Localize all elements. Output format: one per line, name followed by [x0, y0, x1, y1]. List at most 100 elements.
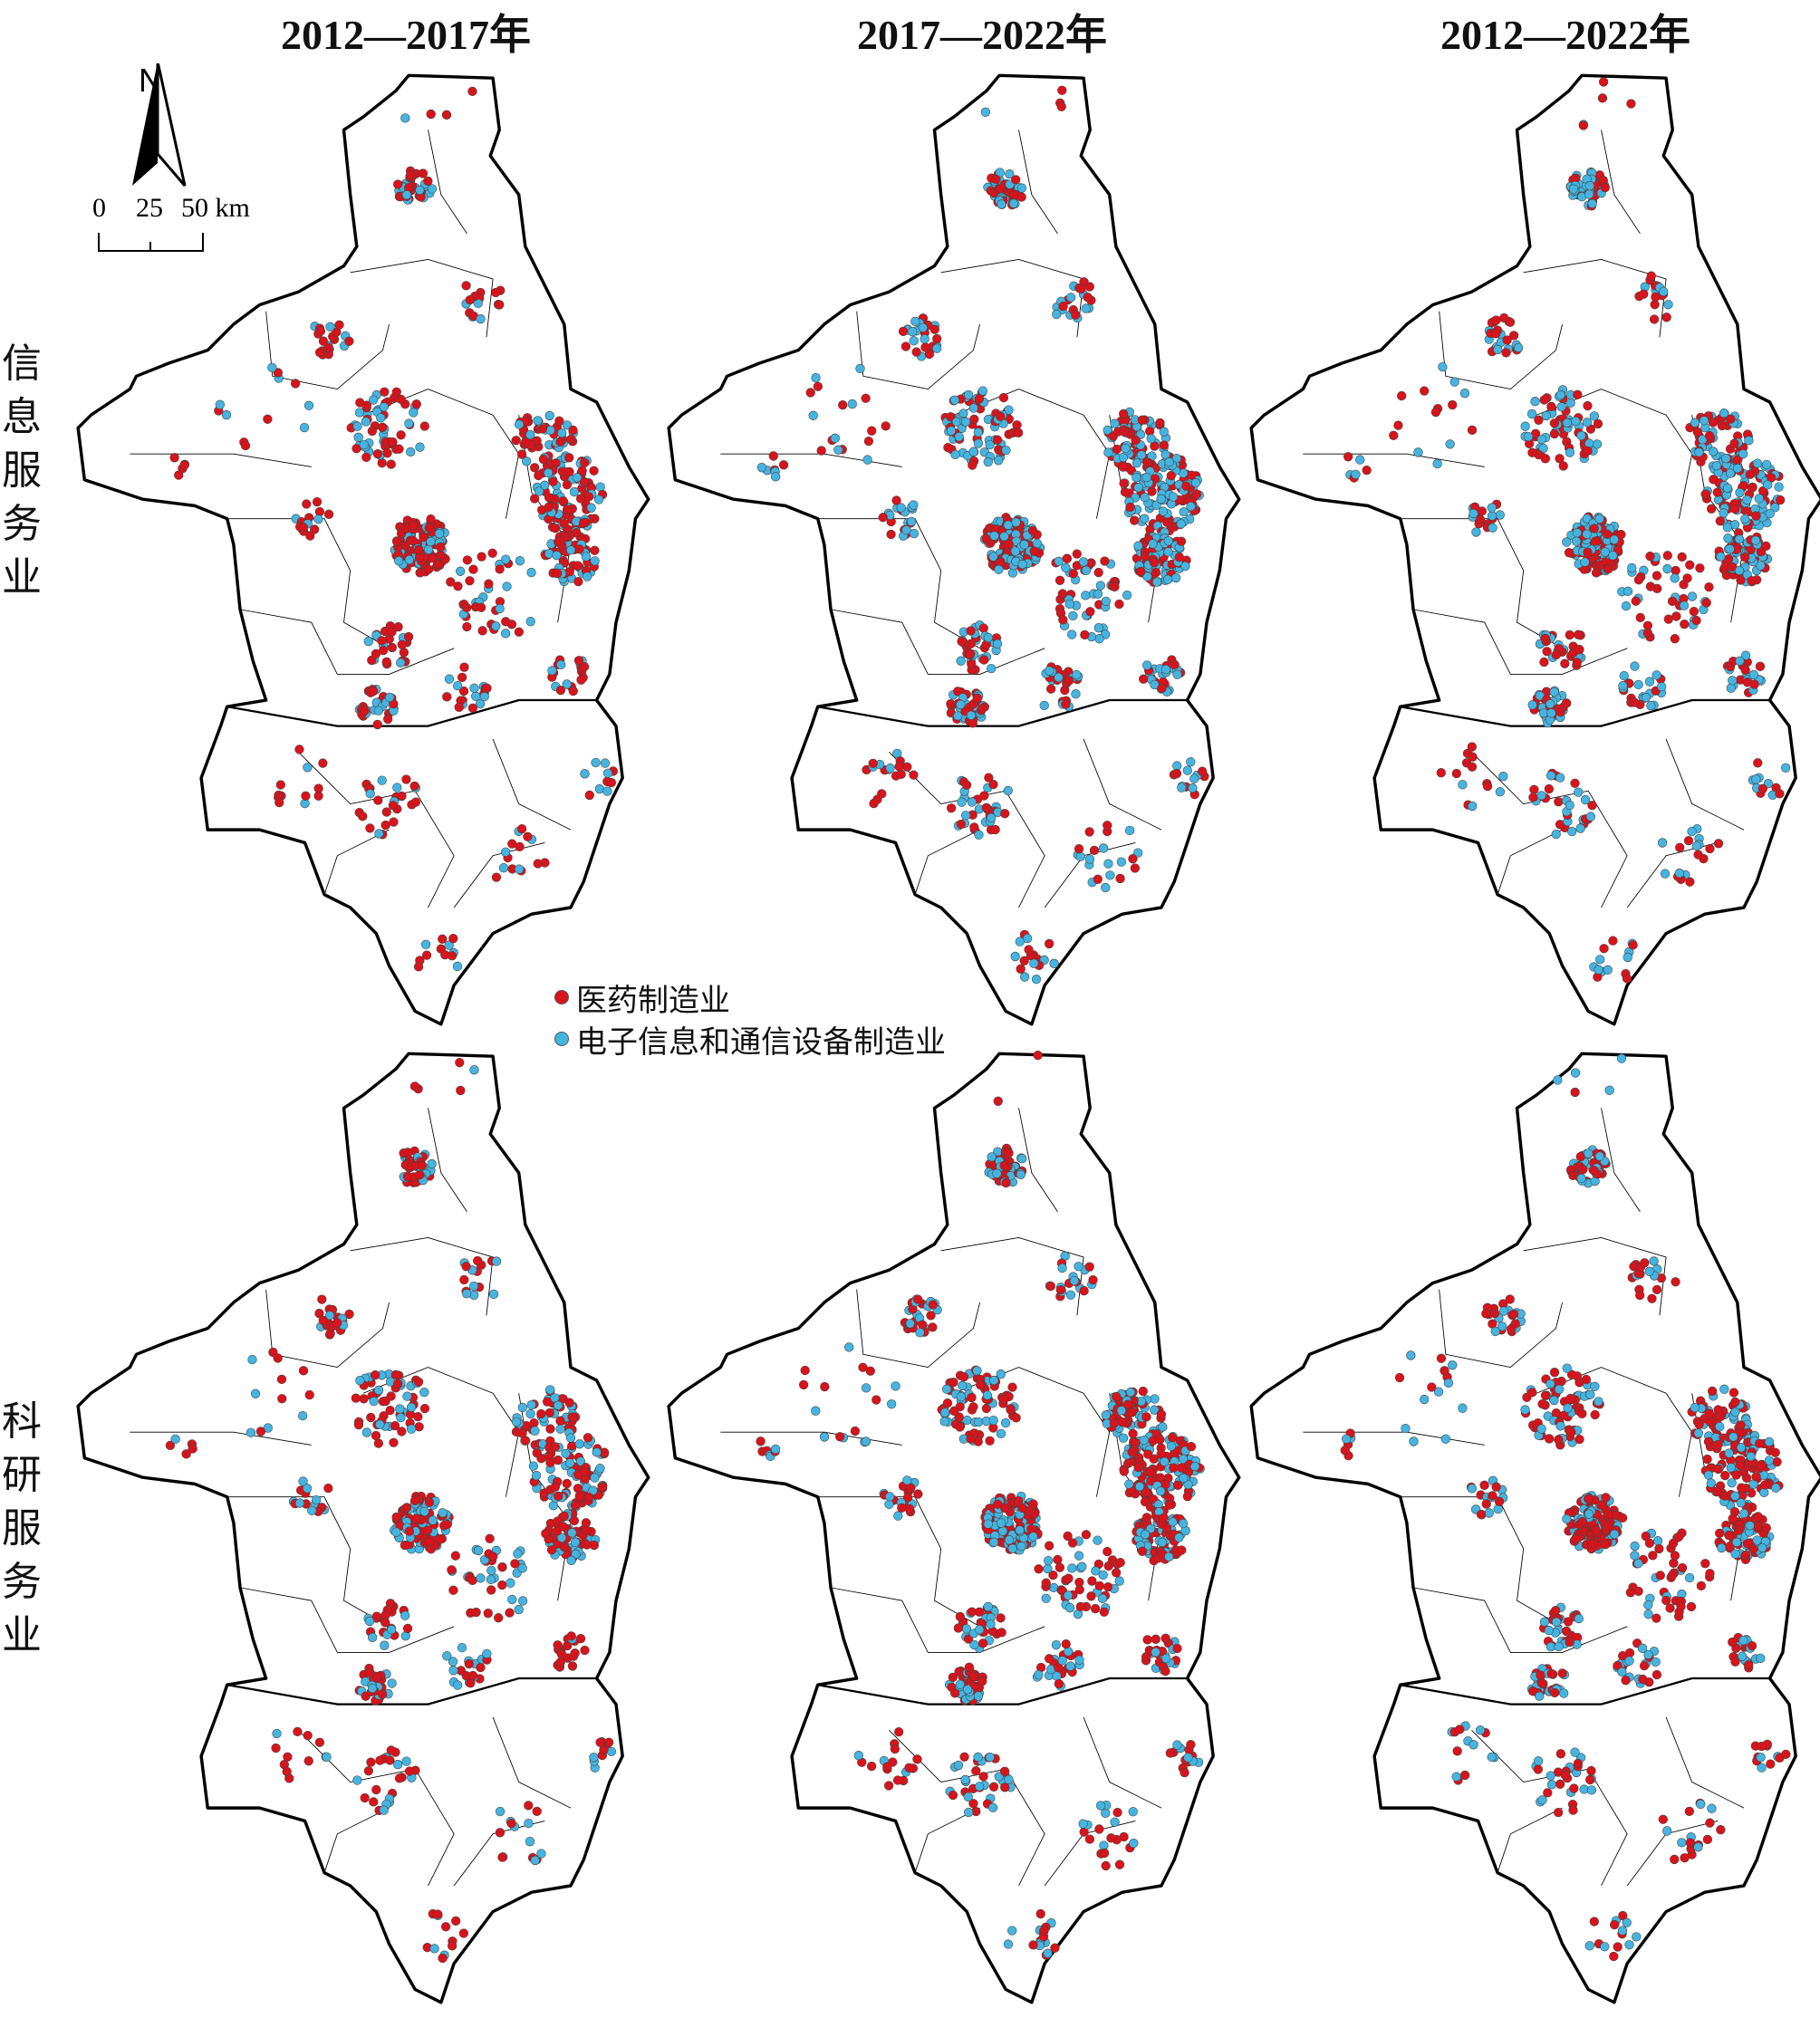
pharma-firm-point: [414, 545, 423, 554]
pharma-firm-point: [977, 704, 987, 713]
pharma-firm-point: [1112, 445, 1122, 454]
pharma-firm-point: [1562, 698, 1571, 707]
pharma-firm-point: [1058, 302, 1067, 311]
pharma-firm-point: [442, 692, 451, 701]
pharma-firm-point: [999, 393, 1008, 402]
electronics-firm-point: [972, 1366, 981, 1375]
pharma-firm-point: [1091, 1604, 1100, 1613]
electronics-firm-point: [428, 184, 437, 193]
pharma-firm-point: [947, 803, 956, 812]
pharma-firm-point: [1115, 1860, 1124, 1869]
electronics-firm-point: [526, 617, 535, 626]
electronics-firm-point: [974, 831, 983, 840]
pharma-firm-point: [999, 1161, 1008, 1170]
electronics-firm-point: [1077, 1562, 1086, 1571]
pharma-firm-point: [571, 1501, 580, 1510]
pharma-firm-point: [1570, 779, 1579, 788]
electronics-firm-point: [1125, 826, 1134, 835]
pharma-firm-point: [425, 1537, 434, 1546]
pharma-firm-point: [1080, 630, 1089, 639]
pharma-firm-point: [871, 1395, 881, 1404]
electronics-firm-point: [956, 700, 965, 709]
pharma-firm-point: [1095, 1581, 1104, 1590]
electronics-firm-point: [885, 1492, 894, 1501]
pharma-firm-point: [369, 687, 378, 696]
electronics-firm-point: [961, 418, 970, 427]
pharma-firm-point: [1557, 1668, 1566, 1677]
electronics-firm-point: [1488, 524, 1497, 533]
pharma-firm-point: [403, 1624, 412, 1633]
electronics-firm-point: [429, 1515, 438, 1524]
pharma-firm-point: [1703, 1835, 1712, 1844]
electronics-firm-point: [496, 1807, 505, 1816]
pharma-firm-point: [400, 648, 409, 657]
pharma-firm-point: [1362, 466, 1371, 475]
electronics-firm-point: [1620, 671, 1629, 680]
pharma-firm-point: [1652, 571, 1661, 580]
pharma-firm-point: [277, 1394, 286, 1403]
electronics-firm-point: [428, 1159, 437, 1168]
pharma-firm-point: [555, 1417, 564, 1426]
electronics-firm-point: [532, 1471, 541, 1480]
pharma-firm-point: [1100, 1608, 1109, 1617]
pharma-firm-point: [1162, 518, 1171, 527]
pharma-firm-point: [913, 1294, 922, 1303]
pharma-firm-point: [462, 603, 471, 612]
electronics-firm-point: [1438, 362, 1447, 371]
pharma-firm-point: [1440, 1366, 1449, 1375]
pharma-firm-point: [406, 170, 415, 179]
pharma-firm-point: [1685, 561, 1694, 570]
pharma-firm-point: [436, 551, 445, 560]
pharma-firm-point: [276, 780, 285, 789]
pharma-firm-point: [1506, 318, 1515, 327]
electronics-firm-point: [1572, 537, 1581, 546]
electronics-firm-point: [1033, 539, 1042, 548]
electronics-firm-point: [1622, 601, 1631, 610]
electronics-firm-point: [1659, 287, 1668, 296]
electronics-firm-point: [1547, 1780, 1556, 1789]
pharma-firm-point: [554, 417, 563, 426]
electronics-firm-point: [1595, 955, 1604, 964]
electronics-firm-point: [907, 517, 916, 526]
pharma-firm-point: [971, 1766, 980, 1775]
electronics-firm-point: [524, 1819, 533, 1828]
electronics-firm-point: [1190, 1462, 1199, 1471]
pharma-firm-point: [424, 564, 433, 573]
pharma-firm-point: [1084, 827, 1093, 836]
electronics-firm-point: [352, 1775, 361, 1784]
pharma-firm-point: [361, 453, 371, 462]
pharma-firm-point: [1181, 481, 1190, 490]
pharma-firm-point: [957, 637, 966, 646]
electronics-firm-point: [984, 457, 993, 466]
pharma-firm-point: [397, 792, 406, 801]
electronics-firm-point: [1044, 1556, 1053, 1565]
electronics-firm-point: [1078, 1819, 1087, 1828]
pharma-firm-point: [1045, 939, 1054, 948]
pharma-firm-point: [414, 962, 423, 971]
pharma-firm-point: [909, 770, 918, 779]
electronics-firm-point: [547, 666, 556, 675]
pharma-firm-point: [982, 534, 991, 543]
pharma-firm-point: [401, 774, 410, 783]
pharma-firm-point: [303, 1731, 313, 1740]
pharma-firm-point: [1490, 1309, 1499, 1318]
electronics-firm-point: [968, 447, 977, 456]
pharma-firm-point: [1591, 1525, 1600, 1534]
electronics-firm-point: [469, 684, 478, 693]
pharma-firm-point: [835, 1432, 844, 1441]
pharma-firm-point: [838, 400, 847, 409]
pharma-firm-point: [1116, 1558, 1125, 1567]
pharma-firm-point: [580, 477, 589, 486]
pharma-firm-point: [455, 1058, 464, 1067]
pharma-firm-point: [902, 763, 911, 772]
electronics-firm-point: [513, 1549, 522, 1558]
pharma-firm-point: [485, 1534, 494, 1543]
electronics-firm-point: [313, 514, 323, 524]
column-title-2: 2017—2022年: [857, 2, 1107, 62]
electronics-firm-point: [1141, 1530, 1150, 1539]
pharma-firm-point: [1012, 1413, 1021, 1422]
row-label-research-services: 科研服务业: [2, 1395, 42, 1662]
electronics-firm-point: [1694, 1428, 1703, 1437]
pharma-firm-point: [1583, 447, 1592, 456]
row-label-information-services: 信息服务业: [2, 337, 42, 604]
